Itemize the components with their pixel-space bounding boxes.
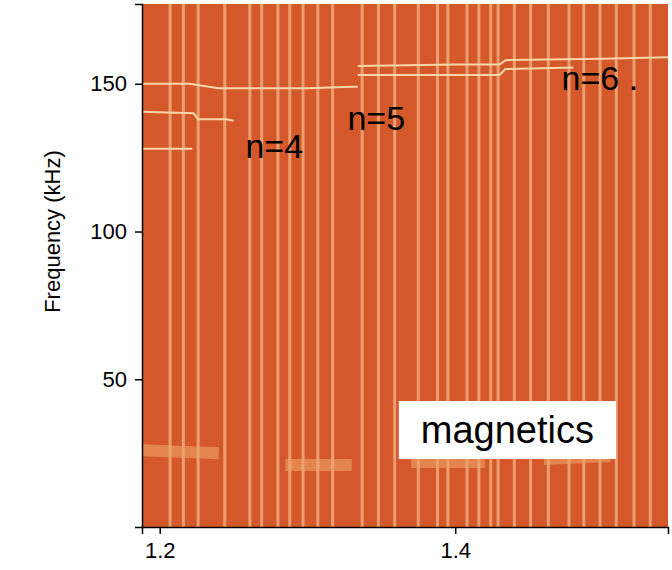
mode-label: n=4 bbox=[245, 127, 303, 165]
y-axis-title: Frequency (kHz) bbox=[40, 150, 65, 313]
chart: 1.2 1.4 50 100 150 n=4 n=5 n=6 . magnetics Freque… bbox=[0, 0, 672, 570]
y-tick-label: 150 bbox=[90, 71, 127, 96]
panel-label: magnetics bbox=[399, 401, 616, 459]
event-line bbox=[223, 4, 226, 527]
mode-label: n=5 bbox=[347, 99, 405, 137]
y-tick-mark bbox=[135, 84, 142, 86]
y-tick: 150 bbox=[90, 71, 142, 96]
y-tick: 50 bbox=[103, 367, 142, 392]
mode-trace bbox=[358, 68, 574, 75]
x-axis-line bbox=[143, 528, 669, 535]
event-line bbox=[302, 4, 305, 527]
mode-trace bbox=[142, 450, 219, 453]
x-axis: 1.2 1.4 bbox=[143, 527, 669, 563]
marks bbox=[142, 4, 668, 527]
x-tick-mark bbox=[159, 527, 161, 534]
mode-label: n=6 . bbox=[562, 59, 639, 97]
panel-label-text: magnetics bbox=[421, 409, 594, 451]
y-tick-mark bbox=[135, 379, 142, 381]
panel-label-box bbox=[399, 401, 616, 459]
y-axis: 50 100 150 bbox=[90, 5, 142, 528]
event-line bbox=[288, 4, 291, 527]
mode-trace bbox=[142, 148, 192, 150]
mode-trace bbox=[142, 84, 358, 88]
x-tick-label: 1.4 bbox=[440, 538, 471, 563]
event-line bbox=[649, 4, 652, 527]
x-tick-mark bbox=[455, 527, 457, 534]
mode-trace bbox=[285, 459, 351, 471]
y-tick-label: 100 bbox=[90, 219, 127, 244]
event-line bbox=[361, 4, 364, 527]
event-line bbox=[260, 4, 263, 527]
spectrogram-background bbox=[142, 4, 668, 527]
y-tick-label: 50 bbox=[103, 367, 127, 392]
event-line bbox=[276, 4, 279, 527]
x-tick-label: 1.2 bbox=[145, 538, 176, 563]
y-tick-mark bbox=[135, 231, 142, 233]
event-line bbox=[377, 4, 380, 527]
event-line bbox=[248, 4, 251, 527]
plot: 1.2 1.4 50 100 150 n=4 n=5 n=6 . magnetics bbox=[90, 4, 668, 563]
x-tick: 1.4 bbox=[440, 527, 471, 563]
event-line bbox=[316, 4, 319, 527]
event-line bbox=[331, 4, 334, 527]
y-tick: 100 bbox=[90, 219, 142, 244]
mode-trace bbox=[142, 112, 234, 121]
event-line bbox=[393, 4, 396, 527]
x-tick: 1.2 bbox=[145, 527, 176, 563]
y-axis-line bbox=[135, 5, 143, 528]
